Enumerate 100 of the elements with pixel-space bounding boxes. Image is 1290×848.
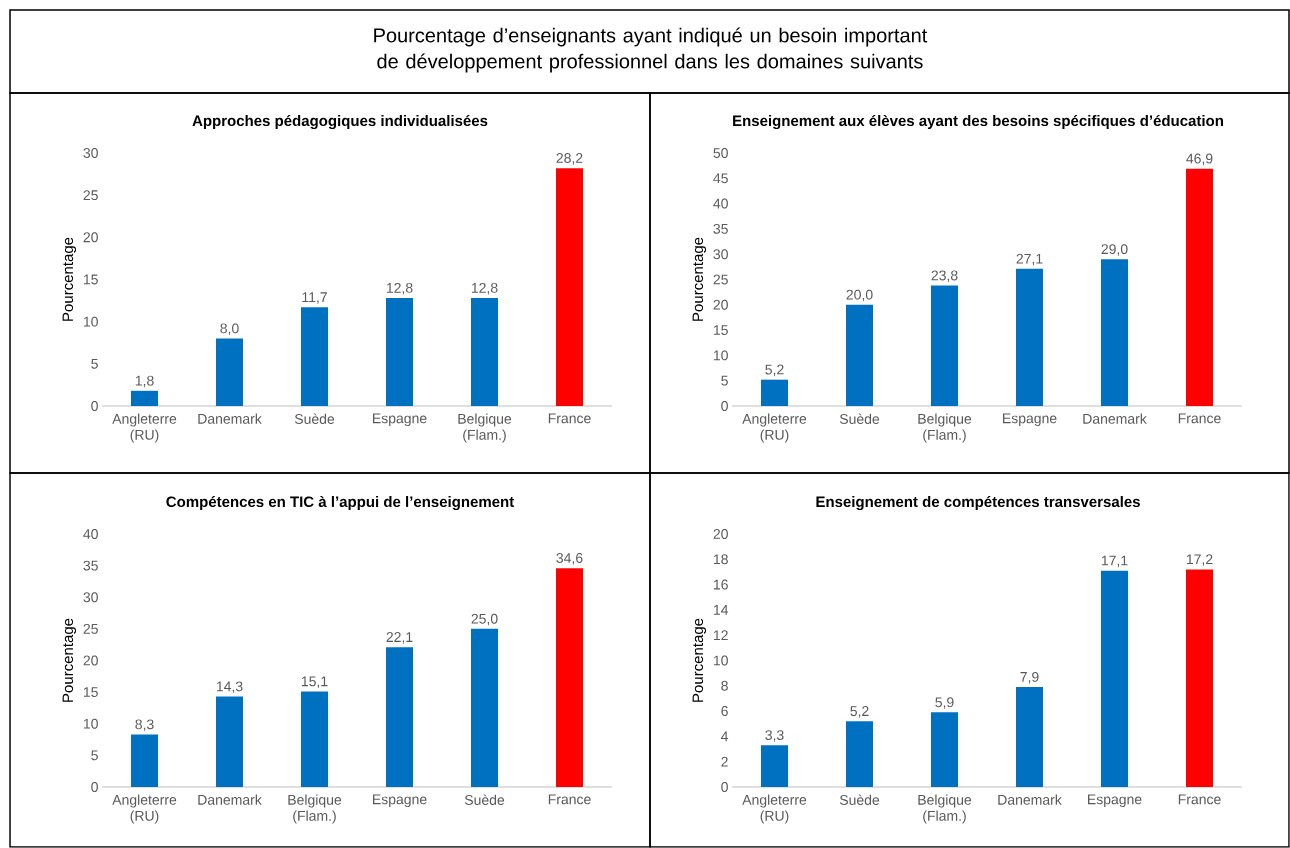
x-tick-label: Belgique (Flam.): [458, 413, 512, 443]
y-tick-label: 4: [721, 731, 729, 742]
x-tick-label: Espagne: [1088, 794, 1142, 808]
y-tick-label: 8: [721, 680, 728, 691]
bar: [471, 298, 498, 407]
y-tick-label: 15: [83, 274, 98, 285]
data-label: 25,0: [471, 613, 498, 626]
bar: [1016, 687, 1043, 788]
x-tick-label: Danemark: [198, 794, 262, 805]
y-axis-title: Pourcentage: [692, 618, 707, 702]
y-tick-label: 10: [713, 350, 728, 361]
x-tick-label: Suède: [464, 794, 505, 806]
y-tick-label: 18: [713, 554, 728, 565]
y-tick-label: 15: [713, 325, 728, 336]
y-tick-label: 15: [83, 687, 98, 698]
y-axis-title: Pourcentage: [692, 237, 707, 321]
y-tick-label: 16: [713, 579, 728, 590]
y-axis-title: Pourcentage: [62, 618, 77, 702]
data-label: 1,8: [135, 375, 154, 388]
y-tick-label: 40: [713, 198, 728, 209]
chart-title: Compétences en TIC à l’appui de l’enseignement: [166, 496, 515, 511]
x-tick-label: Belgique (Flam.): [918, 413, 972, 443]
y-tick-label: 2: [721, 756, 728, 767]
x-tick-label: Danemark: [198, 413, 262, 424]
data-label: 12,8: [471, 283, 498, 295]
y-tick-label: 20: [83, 655, 98, 666]
bar: [846, 721, 873, 788]
x-tick-label: Danemark: [1083, 413, 1147, 424]
y-tick-label: 50: [713, 148, 728, 159]
data-label: 15,1: [301, 676, 328, 689]
bar: [556, 168, 583, 407]
chart-title: Enseignement de compétences transversales: [816, 496, 1140, 511]
data-label: 28,2: [556, 153, 583, 165]
data-label: 11,7: [302, 292, 327, 304]
y-tick-label: 0: [721, 401, 728, 412]
y-tick-label: 10: [713, 655, 728, 666]
data-label: 5,2: [850, 706, 869, 718]
data-label: 46,9: [1186, 153, 1213, 166]
y-tick-label: 14: [713, 605, 729, 615]
y-tick-label: 20: [83, 232, 98, 243]
bar: [1101, 259, 1128, 407]
bar: [1186, 168, 1213, 407]
chart-title: Approches pédagogiques individualisées: [192, 115, 488, 130]
bar: [471, 628, 498, 788]
y-tick-label: 30: [83, 148, 98, 159]
x-tick-label: Angleterre (RU): [742, 413, 807, 443]
data-label: 22,1: [386, 632, 413, 644]
data-label: 14,3: [216, 681, 243, 694]
data-label: 8,0: [220, 323, 239, 336]
data-label: 7,9: [1020, 672, 1039, 684]
x-tick-label: France: [1178, 794, 1221, 805]
y-tick-label: 30: [83, 592, 98, 603]
data-label: 17,2: [1186, 554, 1213, 566]
x-tick-label: Belgique (Flam.): [288, 794, 342, 824]
y-tick-label: 20: [713, 299, 728, 310]
bar: [216, 338, 244, 407]
y-tick-label: 30: [713, 249, 728, 260]
bar: [1101, 570, 1128, 788]
chart-title: Enseignement aux élèves ayant des besoins spécifiques d’éducation: [733, 115, 1223, 130]
y-tick-label: 10: [83, 316, 98, 327]
data-label: 3,3: [765, 730, 784, 742]
bar: [386, 647, 413, 788]
x-tick-label: France: [1178, 413, 1221, 424]
data-label: 17,1: [1101, 555, 1128, 568]
data-label: 23,8: [931, 270, 958, 283]
bar: [301, 691, 329, 788]
x-tick-label: Suède: [839, 794, 880, 806]
bar: [131, 734, 159, 788]
y-tick-label: 5: [91, 359, 98, 369]
y-tick-label: 0: [91, 782, 98, 793]
data-label: 8,3: [135, 719, 154, 732]
y-tick-label: 25: [713, 274, 728, 285]
y-tick-label: 5: [91, 750, 98, 761]
x-tick-label: France: [548, 413, 591, 424]
y-tick-label: 20: [713, 529, 728, 540]
x-tick-label: France: [548, 794, 591, 805]
data-label: 27,1: [1016, 253, 1043, 266]
y-tick-label: 40: [83, 529, 98, 540]
x-tick-label: Suède: [839, 413, 880, 425]
y-tick-label: 12: [713, 630, 728, 641]
bar: [846, 304, 873, 407]
x-tick-label: Espagne: [1003, 413, 1057, 427]
bar: [761, 379, 789, 407]
y-tick-label: 25: [83, 624, 98, 634]
y-tick-label: 6: [721, 706, 728, 717]
data-label: 20,0: [846, 289, 873, 302]
bar: [216, 696, 244, 788]
bar: [1186, 569, 1213, 788]
bar: [931, 285, 958, 407]
bar: [1016, 268, 1043, 407]
data-label: 34,6: [556, 553, 583, 565]
bar: [131, 390, 159, 407]
x-tick-label: Espagne: [373, 413, 427, 427]
data-label: 12,8: [386, 283, 413, 295]
y-tick-label: 5: [721, 375, 728, 386]
y-tick-label: 35: [83, 560, 98, 571]
y-tick-label: 0: [721, 782, 728, 793]
y-tick-label: 35: [713, 224, 728, 234]
bar: [761, 745, 789, 788]
data-label: 29,0: [1101, 244, 1128, 256]
